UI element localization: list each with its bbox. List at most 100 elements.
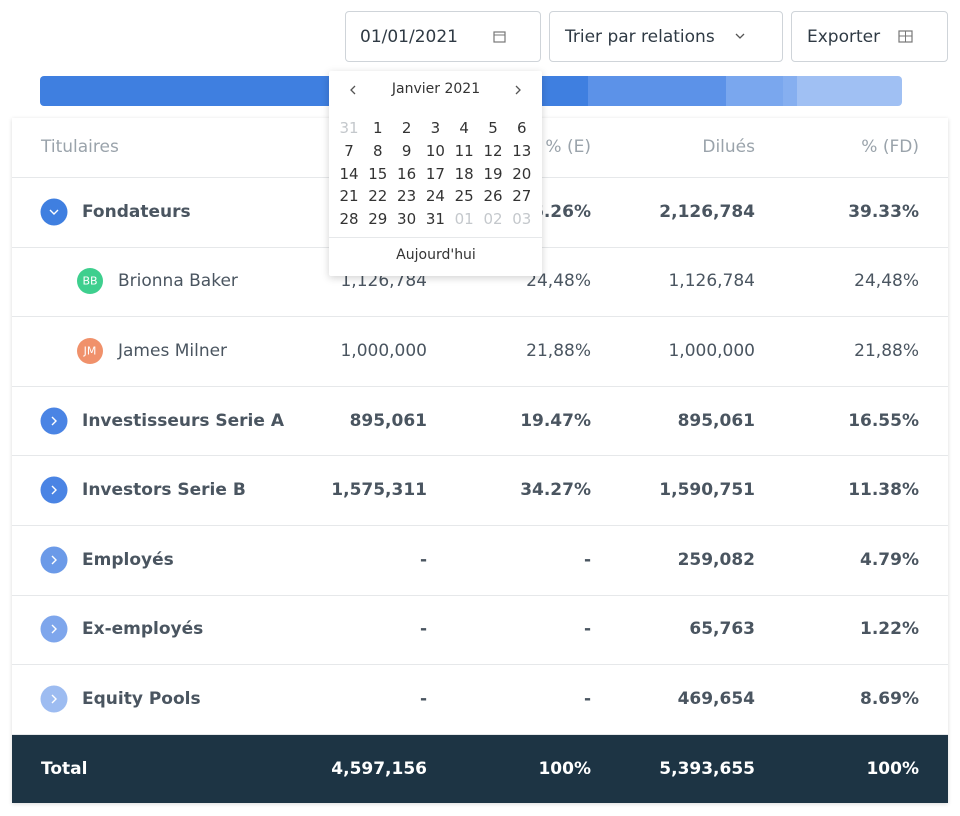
date-input[interactable]: 01/01/2021 — [345, 11, 541, 62]
cell: 39.33% — [848, 201, 919, 222]
sort-text: Trier par relations — [565, 26, 715, 47]
cell: - — [583, 689, 591, 709]
cell: 469,654 — [677, 689, 755, 709]
row-separator — [12, 385, 948, 387]
column-header: Titulaires — [41, 137, 119, 157]
calendar-day[interactable]: 5 — [488, 119, 498, 137]
cell: 895,061 — [349, 410, 427, 431]
calendar-day[interactable]: 28 — [339, 210, 359, 229]
expand-toggle[interactable] — [40, 615, 68, 643]
calendar-day[interactable]: 01 — [454, 210, 474, 229]
calendar-day[interactable]: 31 — [425, 210, 445, 229]
row-separator — [12, 525, 948, 526]
calendar-day[interactable]: 15 — [368, 164, 388, 183]
calendar-day[interactable]: 14 — [339, 164, 359, 183]
export-button[interactable]: Exporter — [791, 11, 948, 62]
expand-toggle[interactable] — [40, 546, 68, 574]
expand-toggle[interactable] — [40, 407, 68, 435]
chevron-down — [735, 33, 745, 39]
column-header: % (E) — [545, 137, 591, 157]
total-cell: 100% — [866, 759, 919, 779]
calendar-day[interactable]: 31 — [339, 119, 359, 137]
date-picker: Janvier 2021 31 1 2 3 4 5 6 7 8 9 10 11 12 13 14 15 16 17 1… — [329, 71, 542, 276]
calendar-day[interactable]: 30 — [397, 210, 417, 229]
calendar-day[interactable]: 13 — [512, 141, 532, 160]
cell: 895,061 — [677, 410, 755, 431]
calendar-day[interactable]: 22 — [368, 187, 388, 206]
expand-toggle[interactable] — [40, 198, 68, 226]
next-month[interactable] — [504, 76, 532, 104]
expand-toggle[interactable] — [40, 685, 68, 713]
cell: 1,575,311 — [331, 480, 427, 501]
row-separator — [12, 316, 948, 318]
cell: 11.38% — [848, 480, 919, 501]
calendar-day[interactable]: 3 — [430, 119, 441, 137]
avatar — [77, 338, 103, 364]
expand-toggle[interactable] — [40, 476, 68, 504]
calendar-day[interactable]: 02 — [483, 210, 503, 229]
cell: 4.79% — [860, 549, 919, 570]
calendar-day[interactable]: 29 — [368, 210, 388, 229]
calendar-day[interactable]: 6 — [517, 119, 527, 137]
calendar-day[interactable]: 2 — [401, 119, 412, 137]
calendar-day[interactable]: 23 — [397, 187, 417, 206]
row-separator — [12, 455, 948, 457]
calendar-day[interactable]: 24 — [425, 187, 445, 206]
calendar-day[interactable]: 21 — [339, 187, 359, 206]
cell: 21,88% — [854, 341, 919, 361]
cell: 1,000,000 — [340, 341, 427, 361]
calendar-day[interactable]: 12 — [483, 141, 503, 160]
avatar — [77, 268, 103, 295]
group-name: Investors Serie B — [82, 480, 246, 501]
avatar-initials: JM — [83, 344, 97, 358]
cell: 19.47% — [520, 410, 591, 431]
total-cell: 100% — [538, 759, 591, 779]
calendar-icon — [493, 31, 506, 43]
calendar-day[interactable]: 9 — [401, 141, 412, 160]
date-text: 01/01/2021 — [360, 26, 458, 47]
calendar-day[interactable]: 27 — [512, 187, 532, 206]
row-separator — [12, 664, 948, 666]
cell: 2,126,784 — [659, 201, 755, 222]
table-icon — [898, 30, 913, 43]
group-name: Fondateurs — [82, 201, 191, 222]
today-link[interactable]: Aujourd'hui — [396, 247, 476, 263]
calendar-day[interactable]: 26 — [483, 187, 503, 206]
cell: 16.55% — [848, 410, 919, 431]
prev-month[interactable] — [339, 76, 367, 104]
calendar-day[interactable]: 4 — [459, 119, 469, 137]
sort-select[interactable]: Trier par relations — [549, 11, 783, 62]
calendar-day[interactable]: 17 — [425, 164, 445, 183]
holder-name: Brionna Baker — [118, 271, 238, 292]
column-header: Dilués — [702, 137, 755, 157]
calendar-day[interactable]: 16 — [397, 164, 417, 183]
column-header: % (FD) — [861, 137, 919, 157]
calendar-day[interactable]: 1 — [373, 119, 383, 137]
cell: - — [583, 619, 591, 640]
calendar-day[interactable]: 20 — [512, 164, 532, 183]
row-separator — [12, 733, 948, 735]
cell: 259,082 — [677, 549, 755, 570]
avatar-initials: BB — [82, 274, 98, 288]
calendar-day[interactable]: 03 — [512, 210, 532, 229]
group-name: Investisseurs Serie A — [82, 410, 284, 431]
calendar-day[interactable]: 18 — [454, 164, 474, 183]
calendar-day[interactable]: 11 — [454, 141, 474, 160]
separator — [329, 237, 542, 238]
cell: 1,000,000 — [668, 341, 755, 361]
share-bar — [40, 76, 902, 106]
group-name: Equity Pools — [82, 689, 201, 709]
calendar-day[interactable]: 7 — [344, 141, 354, 160]
group-name: Employés — [82, 549, 174, 570]
calendar-day[interactable]: 8 — [373, 141, 383, 160]
calendar-day[interactable]: 25 — [454, 187, 474, 206]
calendar-day[interactable]: 19 — [483, 164, 503, 183]
cell: 21,88% — [526, 341, 591, 361]
cell: 1,126,784 — [668, 271, 755, 292]
calendar-day[interactable]: 10 — [425, 141, 445, 160]
cell: 1,126,784 — [340, 271, 427, 292]
cell: - — [419, 549, 427, 570]
cell: - — [419, 689, 427, 709]
cell: 1,590,751 — [659, 480, 755, 501]
